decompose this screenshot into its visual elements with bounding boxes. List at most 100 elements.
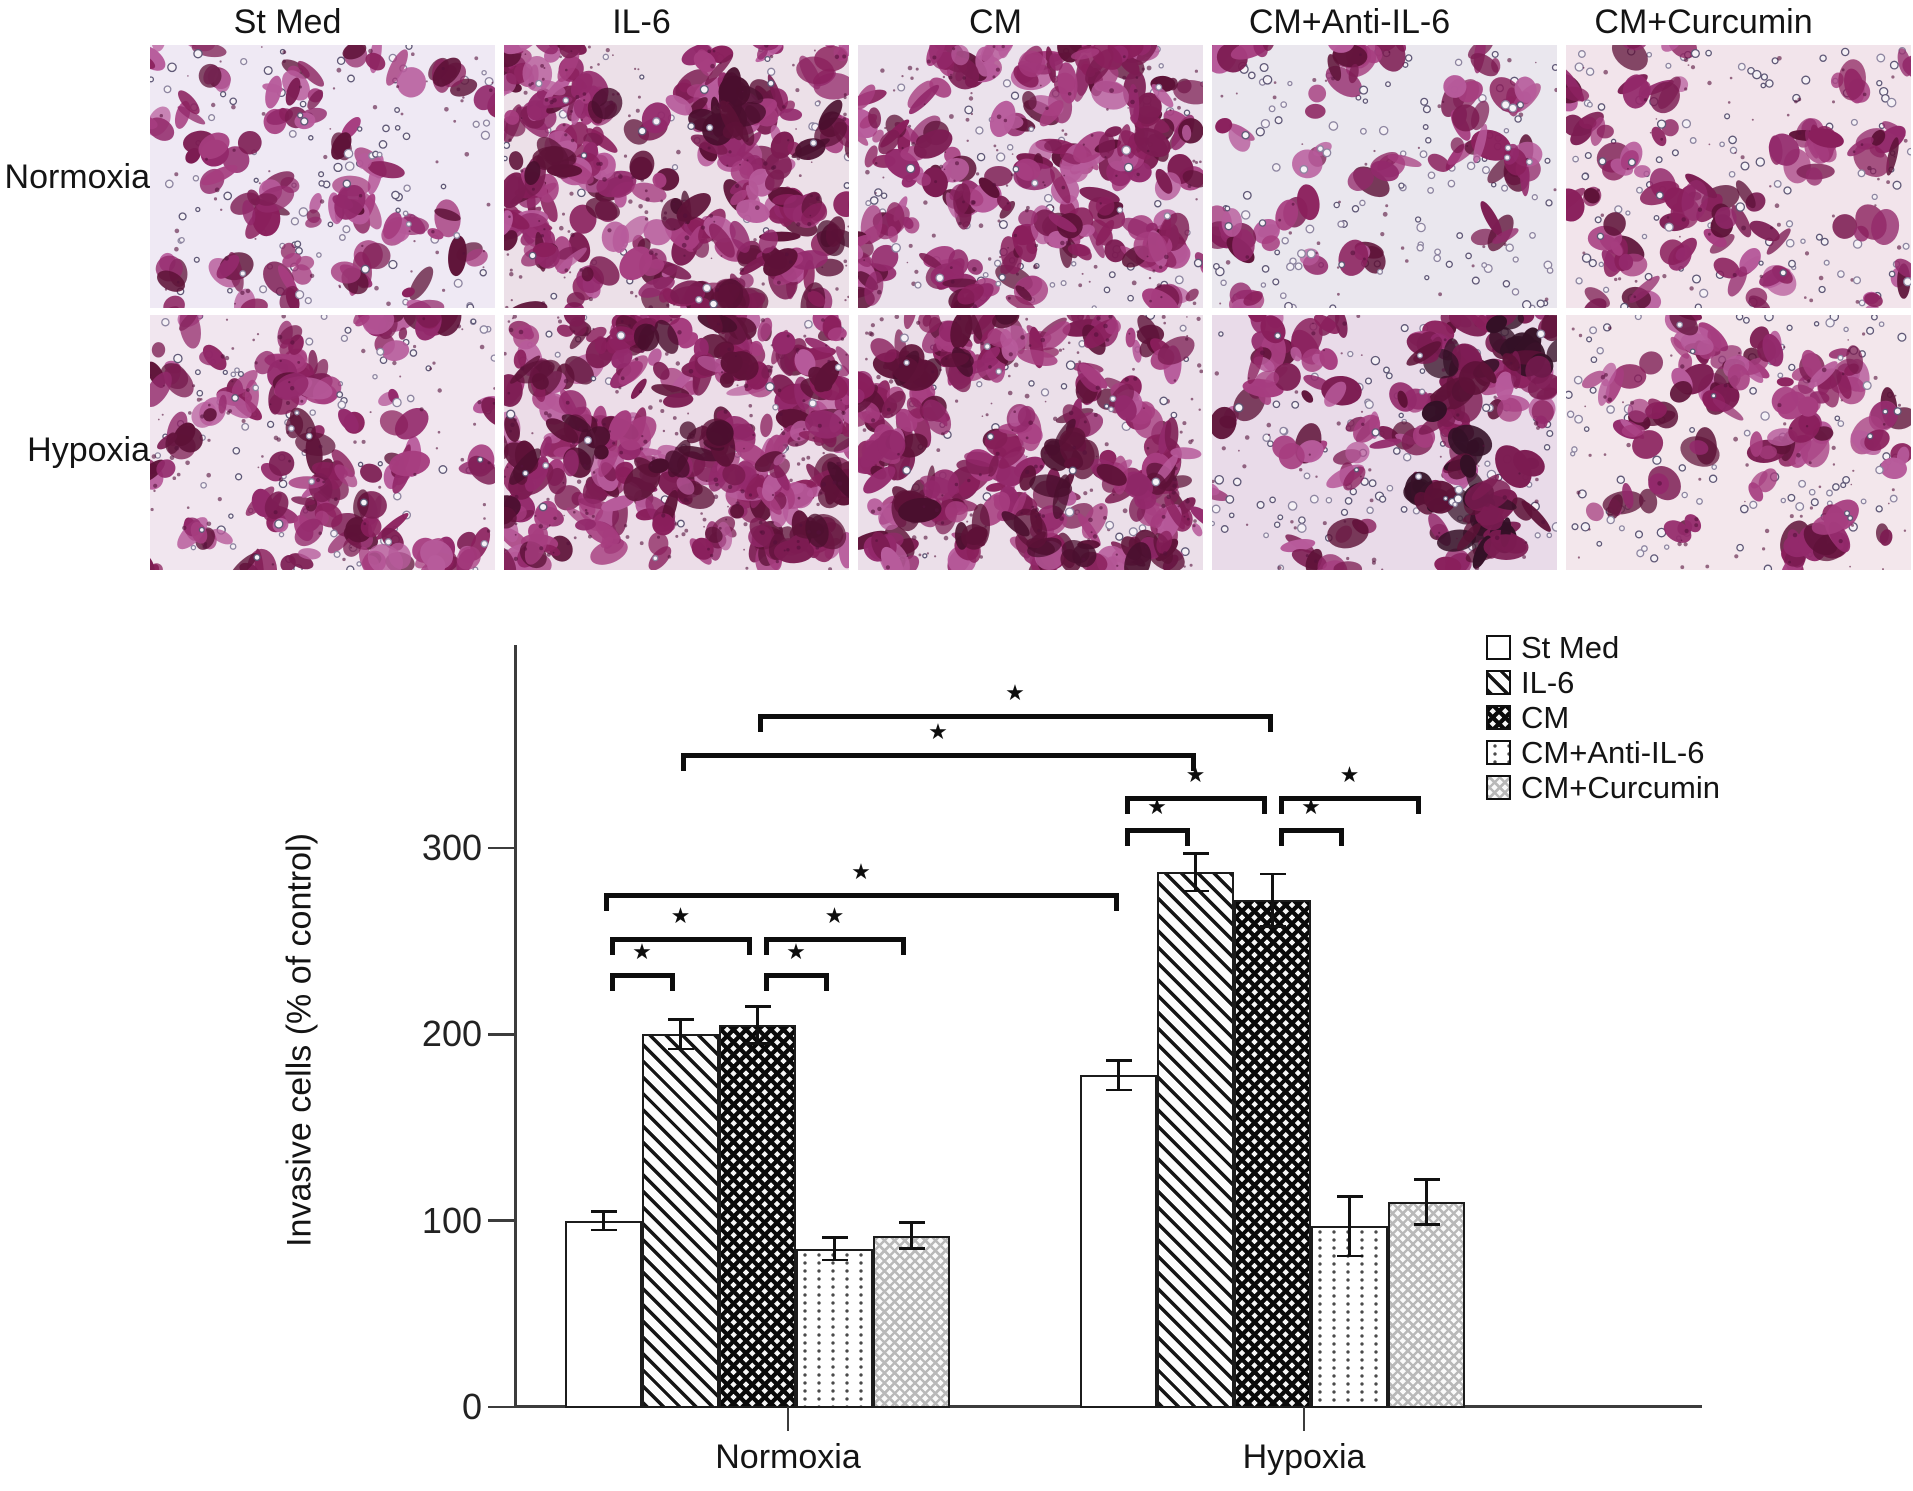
legend-label: CM+Curcumin	[1521, 770, 1720, 805]
legend-item: CM+Anti-IL-6	[1486, 735, 1720, 770]
chart-legend: St Med IL-6 CM CM+Anti-IL-6 CM+Curcumin	[1486, 630, 1720, 805]
y-axis-title: Invasive cells (% of control)	[280, 833, 319, 1247]
x-group-label: Normoxia	[715, 1438, 861, 1476]
legend-label: IL-6	[1521, 665, 1575, 700]
error-bar-cap	[821, 1258, 848, 1262]
error-bar-cap	[590, 1210, 617, 1213]
y-tick-mark	[488, 846, 514, 850]
micrograph-panel	[1212, 315, 1557, 570]
panel-column-header: IL-6	[612, 3, 671, 41]
error-bar-cap	[898, 1221, 925, 1224]
error-bar-cap	[1259, 925, 1286, 928]
y-tick-label: 200	[421, 1013, 482, 1055]
error-bar-cap	[667, 1047, 694, 1051]
significance-bracket	[1278, 827, 1344, 846]
error-bar	[602, 1211, 605, 1230]
error-bar-cap	[898, 1247, 925, 1250]
micrograph-panel	[1566, 45, 1911, 308]
error-bar-cap	[1182, 889, 1209, 893]
error-bar-cap	[667, 1018, 694, 1021]
y-tick-label: 300	[421, 827, 482, 868]
bar-cm-curcumin	[873, 1235, 950, 1408]
legend-item: St Med	[1486, 630, 1720, 665]
legend-swatch-dotted-columns	[1486, 740, 1511, 765]
significance-star: ★	[1339, 761, 1360, 787]
error-bar	[679, 1019, 682, 1050]
error-bar-cap	[1259, 872, 1286, 876]
significance-bracket	[609, 937, 752, 956]
significance-bracket	[609, 972, 675, 991]
error-bar-cap	[1413, 1223, 1440, 1226]
micrograph-panel	[1212, 45, 1557, 308]
y-tick-label: 0	[461, 1386, 482, 1427]
error-bar-cap	[1105, 1088, 1132, 1092]
error-bar-cap	[1413, 1178, 1440, 1181]
error-bar-cap	[1105, 1059, 1132, 1062]
error-bar-cap	[744, 1042, 771, 1045]
micrograph-panel	[150, 45, 495, 308]
legend-swatch-checker-light	[1486, 775, 1511, 800]
bar-il-6	[642, 1034, 719, 1408]
significance-bracket	[1124, 795, 1267, 814]
error-bar	[1194, 853, 1197, 891]
significance-star: ★	[851, 858, 871, 884]
x-group-tick	[786, 1407, 790, 1431]
significance-bracket	[680, 752, 1196, 771]
y-tick-mark	[488, 1405, 514, 1409]
y-axis-line	[514, 645, 517, 1407]
bar-cm-anti-il-6	[796, 1248, 873, 1408]
panel-column-header: CM	[969, 3, 1022, 41]
y-tick-mark	[488, 1033, 514, 1036]
error-bar	[756, 1006, 759, 1044]
micrograph-panel	[504, 45, 849, 308]
y-tick-label: 100	[421, 1199, 482, 1241]
legend-swatch-crosshatch-dark	[1486, 705, 1511, 730]
legend-swatch-diagonal	[1486, 670, 1511, 695]
significance-star: ★	[632, 938, 652, 964]
legend-label: CM	[1521, 700, 1570, 735]
legend-item: CM+Curcumin	[1486, 770, 1720, 805]
significance-star: ★	[928, 718, 948, 744]
bar-st-med	[565, 1220, 642, 1408]
error-bar-cap	[1182, 852, 1209, 855]
panel-column-header: CM+Anti-IL-6	[1248, 3, 1451, 41]
significance-star: ★	[1005, 679, 1025, 705]
significance-bracket	[603, 892, 1119, 911]
micrograph-panel	[504, 315, 849, 570]
bar-il-6	[1157, 872, 1234, 1408]
legend-swatch-plain	[1486, 635, 1511, 660]
error-bar-cap	[821, 1236, 848, 1239]
significance-bracket	[763, 937, 906, 956]
bar-cm-curcumin	[1388, 1202, 1465, 1408]
legend-item: CM	[1486, 700, 1720, 735]
error-bar	[910, 1222, 913, 1249]
error-bar	[833, 1237, 836, 1260]
panel-row-label: Normoxia	[4, 158, 150, 196]
significance-bracket	[1124, 827, 1190, 846]
micrograph-panel	[1566, 315, 1911, 570]
legend-item: IL-6	[1486, 665, 1720, 700]
panel-column-header: CM+Curcumin	[1594, 3, 1813, 41]
error-bar	[1348, 1196, 1351, 1257]
legend-label: St Med	[1521, 630, 1620, 665]
significance-star: ★	[786, 938, 806, 964]
bar-cm	[719, 1025, 796, 1408]
panel-row-label: Hypoxia	[27, 431, 150, 469]
panel-column-header: St Med	[233, 3, 342, 41]
micrograph-panel	[858, 45, 1203, 308]
error-bar-cap	[744, 1005, 771, 1008]
significance-star: ★	[824, 903, 845, 929]
legend-label: CM+Anti-IL-6	[1521, 735, 1705, 770]
y-tick-mark	[488, 1219, 514, 1222]
bar-st-med	[1080, 1075, 1157, 1408]
significance-bracket	[763, 972, 829, 991]
bar-cm	[1234, 900, 1311, 1408]
significance-star: ★	[670, 903, 691, 929]
error-bar-cap	[590, 1228, 617, 1232]
x-group-tick	[1302, 1407, 1306, 1431]
significance-bracket	[757, 713, 1273, 732]
error-bar	[1117, 1060, 1120, 1091]
error-bar	[1271, 874, 1274, 927]
micrograph-panel	[858, 315, 1203, 570]
